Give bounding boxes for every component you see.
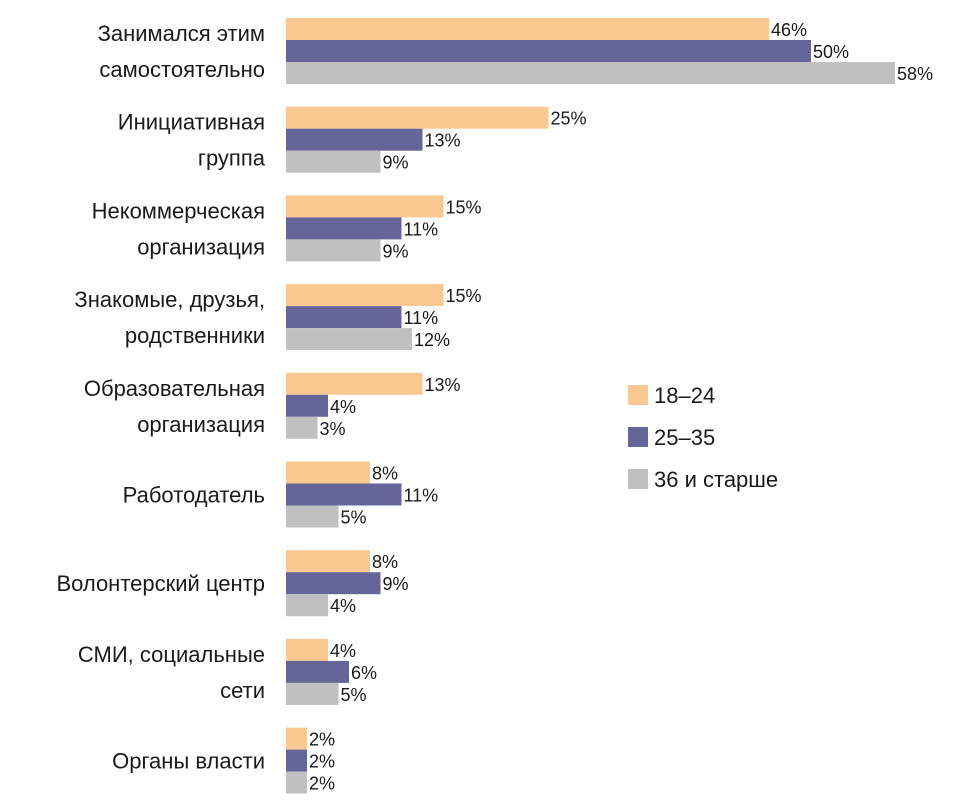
bar (286, 771, 307, 794)
category-label: СМИ, социальные сети (78, 642, 265, 703)
value-label: 6% (351, 663, 377, 683)
bar (286, 217, 402, 240)
value-label: 4% (330, 596, 356, 616)
bar (286, 550, 370, 573)
value-label: 3% (320, 419, 346, 439)
value-label: 9% (383, 241, 409, 261)
value-label: 8% (372, 552, 398, 572)
value-label: 13% (425, 131, 461, 151)
category-label: Волонтерский центр (56, 571, 265, 596)
category-label: Знакомые, друзья, родственники (74, 287, 265, 348)
value-label: 9% (383, 153, 409, 173)
legend-swatch (628, 469, 648, 489)
value-label: 25% (551, 109, 587, 129)
value-label: 13% (425, 375, 461, 395)
bar (286, 505, 339, 528)
category-label: Образовательная организация (84, 376, 265, 437)
value-label: 5% (341, 508, 367, 528)
legend-label: 18–24 (654, 383, 715, 408)
legend: 18–24 25–35 36 и старше (628, 383, 778, 492)
legend-swatch (628, 427, 648, 447)
value-label: 8% (372, 464, 398, 484)
value-label: 15% (446, 286, 482, 306)
value-label: 58% (897, 64, 933, 84)
bar (286, 239, 381, 262)
category-label: Работодатель (123, 483, 265, 508)
value-label: 2% (309, 730, 335, 750)
bar (286, 328, 412, 351)
value-label: 12% (414, 330, 450, 350)
bar (286, 682, 339, 705)
bar (286, 128, 423, 151)
value-label: 15% (446, 197, 482, 217)
bar (286, 594, 328, 617)
bar (286, 660, 349, 683)
bar (286, 106, 549, 129)
bar (286, 284, 444, 307)
category-labels: Занимался этим самостоятельно Инициативная… (56, 21, 265, 774)
bar (286, 18, 769, 40)
bar (286, 461, 370, 484)
value-label: 4% (330, 641, 356, 661)
bar (286, 62, 895, 84)
bar (286, 150, 381, 173)
bar (286, 749, 307, 772)
value-label: 2% (309, 774, 335, 794)
bar (286, 727, 307, 750)
bar (286, 372, 423, 395)
category-label: Занимался этим самостоятельно (98, 21, 265, 82)
category-label: Некоммерческая организация (92, 198, 265, 259)
legend-label: 25–35 (654, 425, 715, 450)
value-label: 2% (309, 752, 335, 772)
bar (286, 483, 402, 506)
legend-label: 36 и старше (654, 467, 778, 492)
bar (286, 394, 328, 417)
bar (286, 306, 402, 329)
value-label: 4% (330, 397, 356, 417)
bar (286, 40, 811, 62)
bar (286, 572, 381, 595)
category-label: Органы власти (112, 749, 265, 774)
value-label: 5% (341, 685, 367, 705)
value-label: 50% (813, 42, 849, 62)
value-label: 11% (404, 486, 439, 506)
bar (286, 638, 328, 661)
bar (286, 195, 444, 218)
value-labels: 46%50%58%25%13%9%15%11%9%15%11%12%13%4%3… (309, 20, 933, 794)
value-label: 9% (383, 574, 409, 594)
bars (286, 18, 895, 794)
value-label: 11% (404, 308, 439, 328)
legend-swatch (628, 385, 648, 405)
category-label: Инициативная группа (118, 110, 266, 171)
bar (286, 416, 318, 439)
value-label: 11% (404, 219, 439, 239)
value-label: 46% (771, 20, 807, 40)
